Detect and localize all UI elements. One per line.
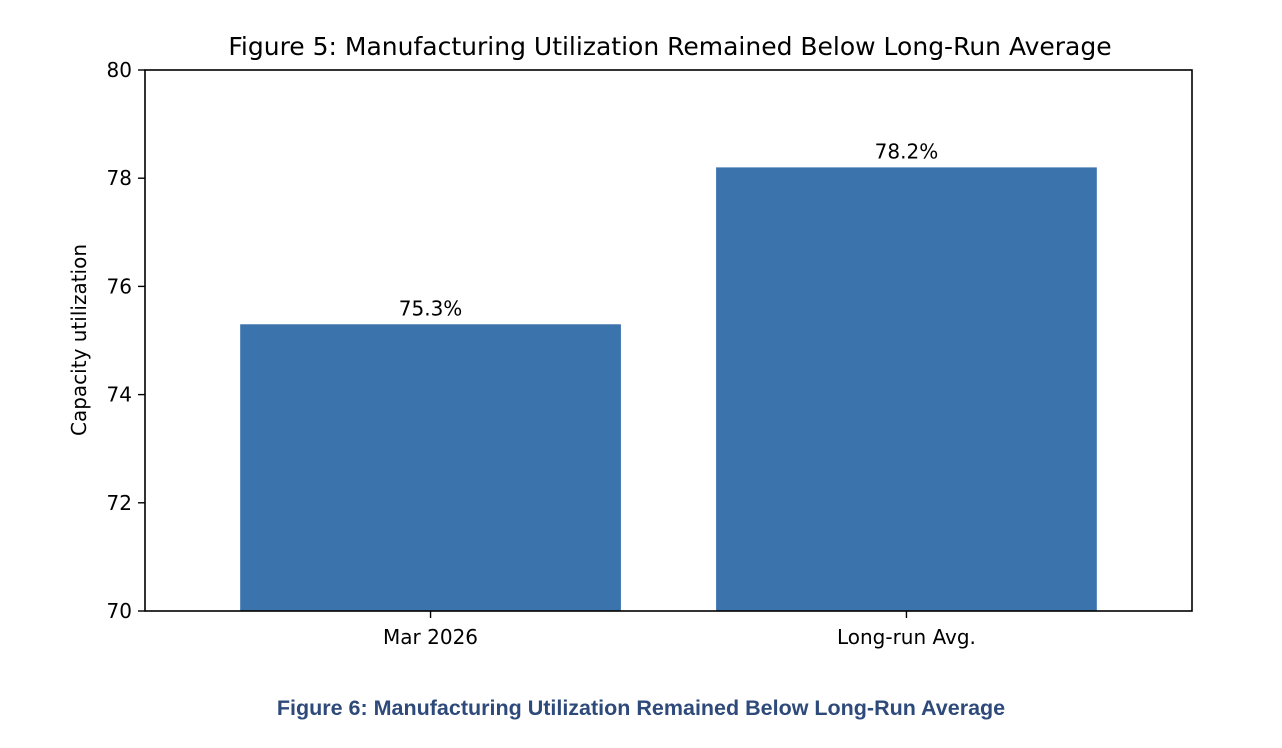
y-tick-label-2: 74 bbox=[107, 383, 132, 407]
plot-frame bbox=[144, 69, 1193, 612]
data-label-1: 78.2% bbox=[875, 139, 939, 163]
figure-caption: Figure 6: Manufacturing Utilization Rema… bbox=[276, 696, 1006, 720]
x-tick-label-1: Long-run Avg. bbox=[837, 625, 976, 649]
bar-0 bbox=[240, 324, 621, 611]
data-label-0: 75.3% bbox=[399, 296, 463, 320]
chart-title: Figure 5: Manufacturing Utilization Rema… bbox=[228, 32, 1111, 61]
y-tick-label-0: 70 bbox=[107, 599, 132, 623]
y-tick-label-5: 80 bbox=[107, 58, 132, 82]
y-axis-label: Capacity utilization bbox=[67, 244, 91, 436]
bar-1 bbox=[716, 167, 1097, 611]
bars-layer bbox=[240, 167, 1097, 611]
ticks-layer: Mar 2026 Long-run Avg. 70 72 74 76 78 80 bbox=[107, 58, 976, 649]
y-tick-label-1: 72 bbox=[107, 491, 132, 515]
bar-chart: Figure 5: Manufacturing Utilization Rema… bbox=[67, 32, 1193, 649]
x-tick-label-0: Mar 2026 bbox=[383, 625, 478, 649]
data-labels-layer: 75.3% 78.2% bbox=[399, 139, 938, 320]
y-tick-label-3: 76 bbox=[107, 274, 132, 298]
y-tick-label-4: 78 bbox=[107, 166, 132, 190]
